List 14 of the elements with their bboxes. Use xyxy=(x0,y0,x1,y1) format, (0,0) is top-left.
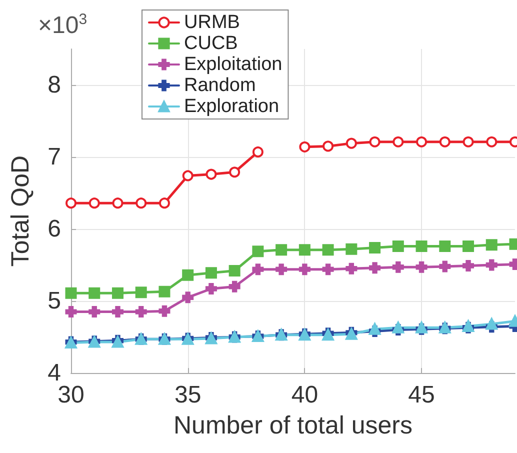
y-tick-label: 5 xyxy=(48,288,61,314)
legend-label: URMB xyxy=(184,12,240,33)
legend-label: CUCB xyxy=(184,33,238,54)
x-tick-label: 35 xyxy=(174,382,202,408)
y-tick-label: 8 xyxy=(48,72,61,98)
x-axis-title: Number of total users xyxy=(174,412,412,440)
x-tick-label: 45 xyxy=(408,382,435,408)
y-tick-label: 6 xyxy=(48,216,61,242)
legend-label: Exploitation xyxy=(184,54,282,75)
x-tick-label: 40 xyxy=(291,382,318,408)
legend-label: Random xyxy=(184,75,256,96)
y-tick-label: 7 xyxy=(48,144,61,170)
legend-label: Exploration xyxy=(184,96,280,117)
y-axis-title: Total QoD xyxy=(6,155,34,267)
